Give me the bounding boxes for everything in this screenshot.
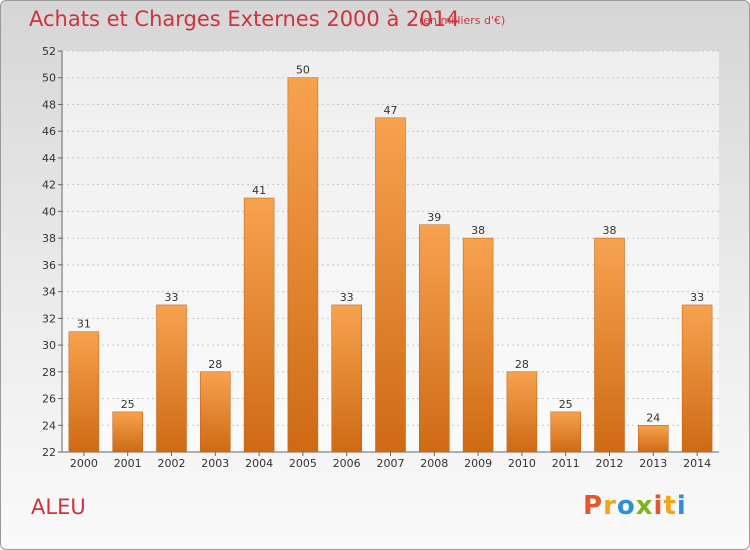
x-tick-label: 2011 — [552, 457, 580, 470]
logo-letter: o — [616, 491, 636, 521]
bar — [462, 237, 494, 453]
y-tick-label: 42 — [42, 179, 56, 192]
x-tick-label: 2000 — [70, 457, 98, 470]
bar — [638, 425, 669, 453]
logo-letter: t — [663, 491, 677, 521]
bar — [331, 304, 362, 453]
bar — [112, 411, 143, 453]
y-tick-label: 46 — [42, 125, 56, 138]
logo-letter: i — [676, 491, 687, 521]
y-tick-label: 24 — [42, 419, 56, 432]
x-tick-label: 2013 — [639, 457, 667, 470]
y-tick-label: 22 — [42, 446, 56, 459]
bar — [506, 371, 538, 453]
x-tick-label: 2008 — [420, 457, 448, 470]
data-label: 38 — [603, 224, 617, 237]
y-tick-label: 28 — [42, 366, 56, 379]
y-tick-label: 34 — [42, 286, 56, 299]
data-label: 41 — [252, 184, 266, 197]
data-label: 31 — [77, 318, 91, 331]
y-tick-label: 26 — [42, 393, 56, 406]
bar — [550, 411, 581, 453]
y-tick-label: 38 — [42, 232, 56, 245]
logo-letter: r — [603, 491, 617, 521]
chart-title: Achats et Charges Externes 2000 à 2014 — [29, 7, 460, 31]
x-tick-label: 2010 — [508, 457, 536, 470]
data-label: 28 — [515, 358, 529, 371]
axes: 22 24 26 28 30 32 34 36 38 40 42 44 46 48 50 52 2000 2001… — [42, 45, 719, 470]
bar — [681, 304, 713, 453]
bar — [200, 371, 231, 453]
bar — [419, 224, 450, 453]
bars — [68, 77, 713, 453]
bar — [68, 331, 100, 453]
x-tick-label: 2012 — [596, 457, 624, 470]
bar — [287, 77, 319, 453]
logo-letter: P — [583, 491, 604, 521]
commune-name: ALEU — [31, 495, 86, 519]
data-label: 25 — [121, 398, 135, 411]
x-tick-label: 2005 — [289, 457, 317, 470]
bar — [243, 197, 275, 453]
data-label: 33 — [340, 291, 354, 304]
y-tick-label: 44 — [42, 152, 56, 165]
y-tick-label: 52 — [42, 45, 56, 58]
y-tick-label: 48 — [42, 98, 56, 111]
data-label: 50 — [296, 64, 310, 77]
data-label: 39 — [427, 211, 441, 224]
data-label: 28 — [208, 358, 222, 371]
proxiti-logo[interactable]: Proxiti — [583, 491, 687, 521]
x-tick-label: 2014 — [683, 457, 711, 470]
y-tick-label: 30 — [42, 339, 56, 352]
y-tick-label: 40 — [42, 205, 56, 218]
x-tick-label: 2002 — [158, 457, 186, 470]
x-tick-label: 2001 — [114, 457, 142, 470]
data-label: 33 — [165, 291, 179, 304]
data-label: 25 — [559, 398, 573, 411]
bar — [594, 237, 625, 453]
y-tick-label: 32 — [42, 312, 56, 325]
logo-letter: x — [635, 491, 654, 521]
x-tick-label: 2006 — [333, 457, 361, 470]
labels: 31 25 33 28 41 50 33 47 39 38 28 25 38 24 33 — [77, 64, 704, 425]
chart-subtitle: (en milliers d'€) — [419, 14, 506, 27]
data-label: 38 — [471, 224, 485, 237]
data-label: 33 — [690, 291, 704, 304]
x-tick-label: 2003 — [201, 457, 229, 470]
y-tick-label: 50 — [42, 72, 56, 85]
x-tick-label: 2009 — [464, 457, 492, 470]
logo-letter: i — [653, 491, 664, 521]
x-tick-label: 2004 — [245, 457, 273, 470]
x-tick-label: 2007 — [377, 457, 405, 470]
data-label: 47 — [384, 104, 398, 117]
data-label: 24 — [646, 411, 660, 424]
bar — [375, 117, 406, 453]
bar — [156, 304, 187, 453]
y-tick-label: 36 — [42, 259, 56, 272]
